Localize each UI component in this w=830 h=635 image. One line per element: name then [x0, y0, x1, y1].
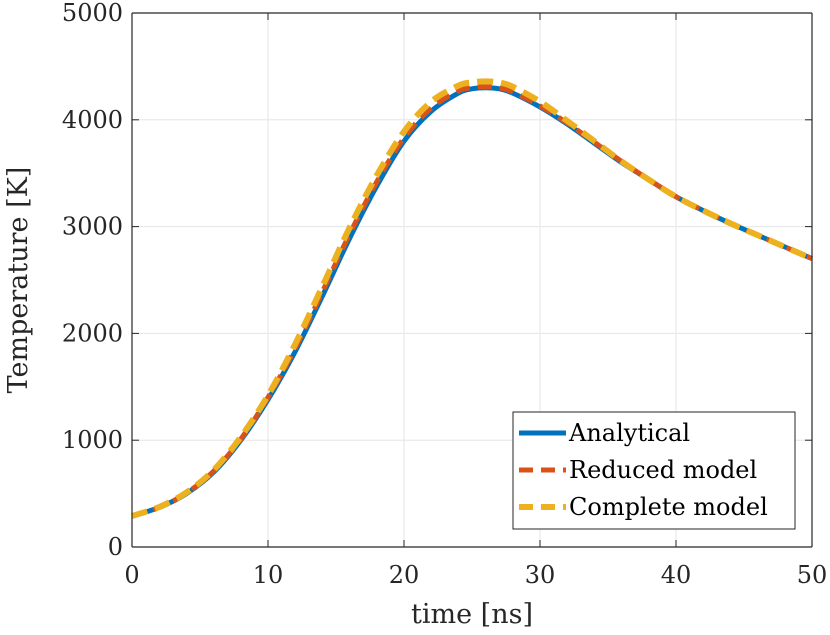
y-tick-label: 3000 — [62, 213, 123, 241]
legend-label-reduced-model: Reduced model — [569, 456, 757, 484]
x-tick-label: 10 — [253, 561, 284, 589]
y-tick-label: 2000 — [62, 319, 123, 347]
series-line-complete-model — [131, 78, 814, 519]
x-tick-label: 20 — [389, 561, 420, 589]
series-layer — [131, 78, 814, 519]
x-axis-label: time [ns] — [411, 599, 533, 630]
y-tick-label: 4000 — [62, 106, 123, 134]
y-tick-label: 0 — [108, 533, 123, 561]
legend: Analytical Reduced model Complete model — [512, 411, 796, 530]
axes — [131, 12, 813, 548]
legend-label-complete-model: Complete model — [569, 493, 768, 521]
x-tick-label: 40 — [661, 561, 692, 589]
legend-label-analytical: Analytical — [568, 419, 690, 447]
x-tick-label: 30 — [525, 561, 556, 589]
y-tick-label: 1000 — [62, 426, 123, 454]
tick-labels: 0 10 20 30 40 50 0 1000 2000 3000 4000 5000 — [62, 0, 827, 589]
y-tick-label: 5000 — [62, 0, 123, 27]
y-axis-label: Temperature [K] — [3, 167, 34, 394]
grid — [131, 12, 813, 548]
x-tick-label: 0 — [124, 561, 139, 589]
x-tick-label: 50 — [797, 561, 828, 589]
